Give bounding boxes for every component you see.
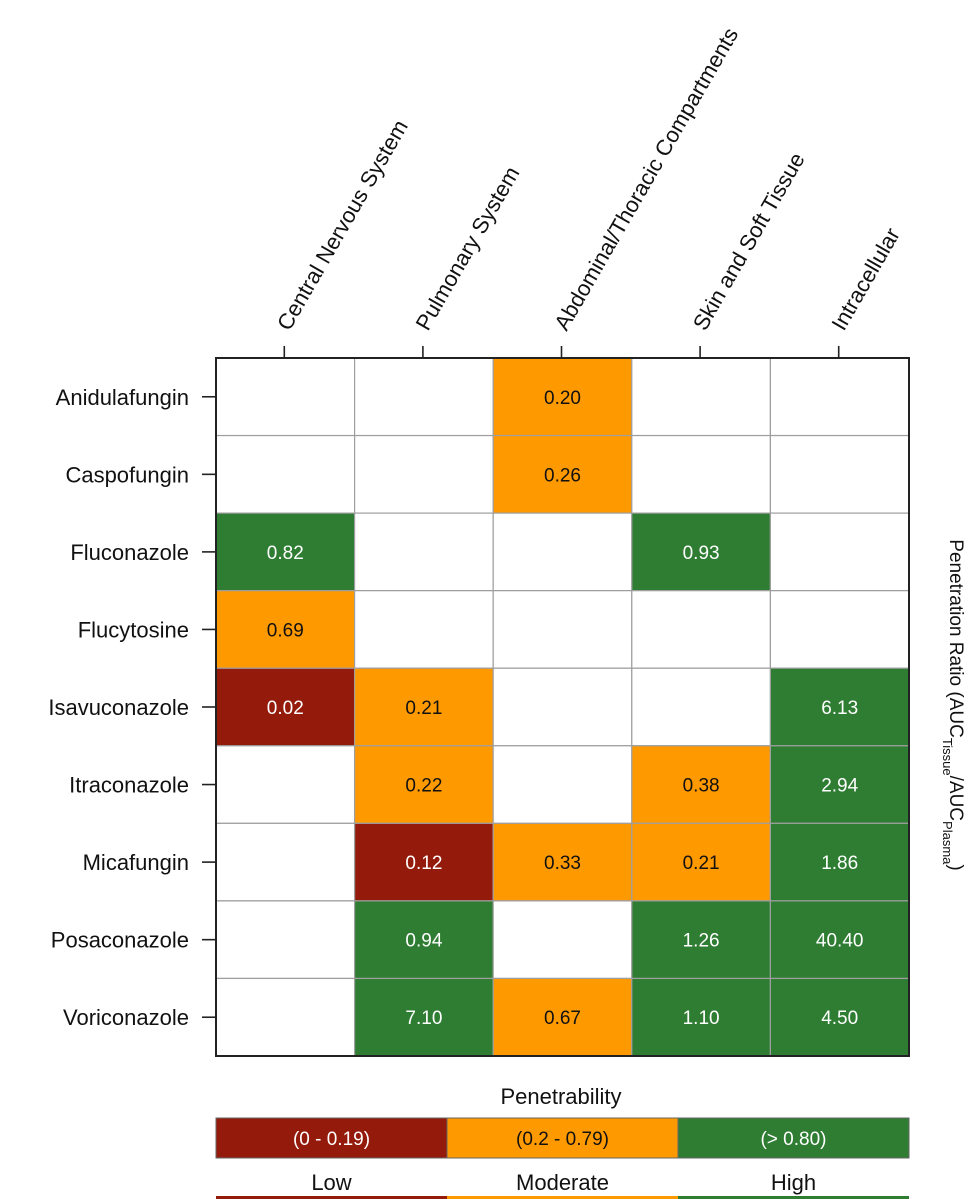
heatmap-cell — [215, 822, 356, 902]
cell-value-label: 0.33 — [544, 853, 581, 874]
heatmap-cell — [492, 667, 633, 747]
cell-value-label: 0.02 — [267, 698, 304, 719]
row-label: Caspofungin — [65, 462, 189, 487]
cell-value-label: 1.86 — [821, 853, 858, 874]
heatmap-cell-labels: 0.20 0.26 0.82 0.93 0.69 0.02 0.21 6.13 0.22 0.38… — [267, 388, 864, 1029]
heatmap-cell — [492, 512, 633, 592]
cell-value-label: 0.26 — [544, 465, 581, 486]
row-label: Fluconazole — [70, 540, 189, 565]
column-label: Pulmonary System — [411, 162, 525, 334]
row-label: Micafungin — [83, 850, 189, 875]
heatmap-cell — [354, 512, 494, 592]
heatmap-cell — [215, 900, 356, 980]
heatmap-cell — [354, 357, 494, 437]
row-axis: Anidulafungin Caspofungin Fluconazole Flucy… — [48, 385, 216, 1030]
heatmap-cell — [769, 434, 910, 514]
cell-value-label: 2.94 — [821, 776, 858, 797]
heatmap-cell — [354, 434, 494, 514]
heatmap-cell — [631, 667, 771, 747]
cell-value-label: 0.93 — [683, 543, 720, 564]
cell-value-label: 0.69 — [267, 620, 304, 641]
cell-value-label: 0.67 — [544, 1008, 581, 1029]
legend-range-low: (0 - 0.19) — [293, 1129, 370, 1150]
cell-value-label: 1.26 — [683, 931, 720, 952]
right-axis-label: Penetration Ratio (AUCTissue/AUCPlasma) — [940, 539, 966, 870]
heatmap-cell — [631, 745, 771, 824]
cell-value-label: 4.50 — [821, 1008, 858, 1029]
heatmap-cell — [354, 822, 494, 902]
legend-underline-high — [678, 1196, 909, 1199]
cell-value-label: 0.82 — [267, 543, 304, 564]
heatmap-cell — [631, 822, 771, 902]
cell-value-label: 6.13 — [821, 698, 858, 719]
heatmap-cell — [631, 357, 771, 437]
cell-value-label: 7.10 — [405, 1008, 442, 1029]
cell-value-label: 0.20 — [544, 388, 581, 409]
heatmap-cell — [631, 900, 771, 980]
heatmap-cell — [215, 977, 356, 1057]
heatmap-cell — [769, 512, 910, 592]
heatmap-cells — [215, 357, 910, 1057]
legend: (0 - 0.19) Low (0.2 - 0.79) Moderate (> 0.80… — [215, 1117, 910, 1199]
heatmap-cell — [631, 512, 771, 592]
heatmap-cell — [492, 900, 633, 980]
legend-swatch-high — [677, 1117, 910, 1159]
cell-value-label: 0.12 — [405, 853, 442, 874]
cell-value-label: 0.21 — [683, 853, 720, 874]
heatmap-cell — [215, 434, 356, 514]
legend-swatch-low — [215, 1117, 448, 1159]
row-label: Isavuconazole — [48, 695, 189, 720]
heatmap-cell — [492, 357, 633, 437]
heatmap-cell — [492, 822, 633, 902]
heatmap-cell — [769, 667, 910, 747]
heatmap-cell — [215, 745, 356, 824]
legend-title: Penetrability — [500, 1084, 621, 1109]
cell-value-label: 1.10 — [683, 1008, 720, 1029]
cell-value-label: 0.38 — [683, 776, 720, 797]
row-label: Flucytosine — [78, 617, 189, 642]
row-label: Voriconazole — [63, 1005, 189, 1030]
column-label: Central Nervous System — [272, 116, 413, 335]
row-label: Posaconazole — [51, 928, 189, 953]
heatmap-cell — [631, 590, 771, 669]
heatmap-cell — [215, 357, 356, 437]
legend-underline-moderate — [447, 1196, 678, 1199]
column-label: Skin and Soft Tissue — [688, 148, 810, 334]
heatmap-cell — [492, 590, 633, 669]
heatmap-cell — [354, 900, 494, 980]
heatmap-cell — [769, 357, 910, 437]
heatmap-cell — [769, 590, 910, 669]
legend-label-high: High — [771, 1170, 816, 1195]
cell-value-label: 0.94 — [405, 931, 442, 952]
row-label: Anidulafungin — [56, 385, 189, 410]
heatmap-cell — [492, 977, 633, 1057]
heatmap-cell — [769, 900, 910, 980]
legend-label-moderate: Moderate — [516, 1170, 609, 1195]
heatmap-cell — [631, 434, 771, 514]
legend-underline-low — [216, 1196, 447, 1199]
cell-value-label: 0.22 — [405, 776, 442, 797]
cell-value-label: 0.21 — [405, 698, 442, 719]
heatmap-cell — [354, 590, 494, 669]
row-label: Itraconazole — [69, 773, 189, 798]
heatmap-cell — [354, 977, 494, 1057]
column-label: Intracellular — [826, 224, 905, 335]
heatmap-cell — [769, 977, 910, 1057]
legend-label-low: Low — [311, 1170, 351, 1195]
heatmap-cell — [215, 667, 356, 747]
heatmap-cell — [492, 434, 633, 514]
cell-value-label: 40.40 — [816, 931, 864, 952]
heatmap-cell — [215, 590, 356, 669]
heatmap-cell — [492, 745, 633, 824]
legend-range-moderate: (0.2 - 0.79) — [516, 1129, 609, 1150]
legend-range-high: (> 0.80) — [760, 1129, 826, 1150]
heatmap-cell — [631, 977, 771, 1057]
heatmap-cell — [215, 512, 356, 592]
